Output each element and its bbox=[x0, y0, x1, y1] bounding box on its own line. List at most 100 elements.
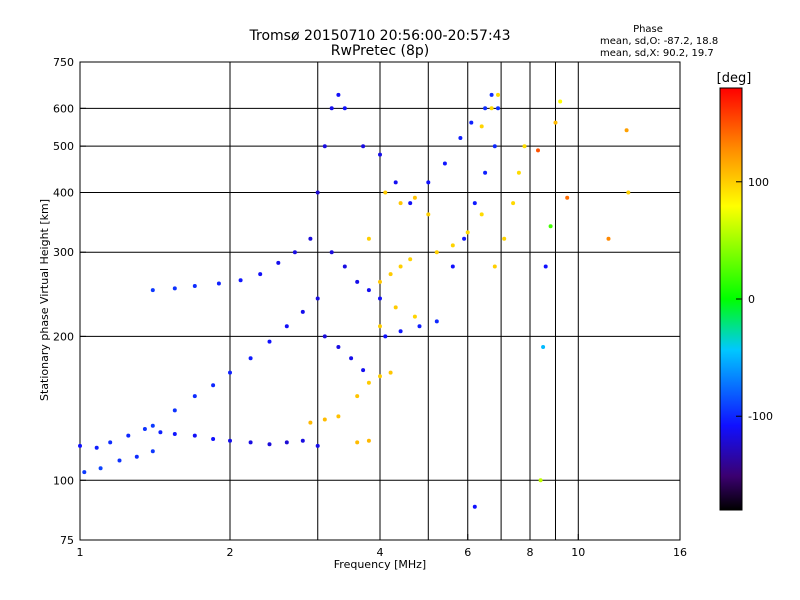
data-point bbox=[300, 438, 305, 443]
data-point bbox=[78, 443, 82, 448]
data-point bbox=[366, 380, 371, 385]
data-point bbox=[150, 288, 155, 293]
y-tick-label: 400 bbox=[53, 186, 74, 199]
data-point bbox=[192, 433, 197, 438]
data-point bbox=[378, 374, 382, 379]
data-point bbox=[238, 278, 243, 283]
data-point bbox=[472, 201, 477, 206]
data-point bbox=[479, 212, 484, 217]
data-point bbox=[292, 250, 297, 255]
data-point bbox=[408, 257, 413, 262]
data-point bbox=[248, 440, 253, 445]
y-tick-label: 600 bbox=[53, 102, 74, 115]
data-point bbox=[426, 180, 431, 185]
data-point bbox=[258, 272, 263, 277]
y-tick-label: 300 bbox=[53, 246, 74, 259]
data-point bbox=[117, 458, 122, 463]
data-point bbox=[322, 417, 327, 422]
data-point bbox=[329, 250, 334, 255]
y-tick-label: 75 bbox=[60, 534, 74, 547]
data-point bbox=[211, 383, 216, 388]
data-point bbox=[150, 449, 155, 454]
data-point bbox=[336, 345, 341, 349]
data-point bbox=[336, 414, 341, 419]
data-point bbox=[315, 296, 320, 301]
data-point bbox=[398, 329, 403, 334]
y-tick-label: 100 bbox=[53, 474, 74, 487]
data-point bbox=[408, 201, 413, 206]
data-point bbox=[315, 190, 320, 195]
data-point bbox=[516, 170, 521, 175]
y-tick-label: 500 bbox=[53, 140, 74, 153]
x-tick-label: 6 bbox=[464, 546, 471, 559]
data-point bbox=[228, 370, 232, 375]
data-point bbox=[472, 504, 477, 509]
data-point bbox=[489, 106, 494, 111]
data-point bbox=[284, 440, 289, 445]
data-point bbox=[329, 106, 334, 111]
phase-info-title: Phase bbox=[633, 24, 663, 35]
data-point bbox=[322, 334, 327, 339]
data-point bbox=[82, 470, 87, 475]
data-point bbox=[483, 106, 488, 111]
x-tick-label: 4 bbox=[377, 546, 384, 559]
data-point bbox=[308, 236, 313, 241]
data-point bbox=[342, 264, 347, 269]
data-point bbox=[336, 92, 341, 97]
x-tick-label: 2 bbox=[227, 546, 234, 559]
scatter-points bbox=[78, 92, 631, 509]
data-point bbox=[548, 224, 553, 229]
data-point bbox=[378, 152, 382, 157]
chart-subtitle: RwPretec (8p) bbox=[331, 43, 429, 59]
data-point bbox=[366, 236, 371, 241]
phase-info-o: mean, sd,O: -87.2, 18.8 bbox=[600, 36, 718, 47]
data-point bbox=[284, 324, 289, 329]
data-point bbox=[248, 356, 253, 361]
data-point bbox=[483, 170, 488, 175]
x-tick-label: 10 bbox=[571, 546, 585, 559]
data-point bbox=[355, 394, 360, 399]
data-point bbox=[626, 190, 631, 195]
data-point bbox=[342, 106, 347, 111]
data-point bbox=[541, 345, 546, 349]
data-point bbox=[606, 236, 611, 241]
data-point bbox=[142, 427, 147, 431]
data-point bbox=[465, 230, 470, 235]
x-tick-label: 8 bbox=[527, 546, 534, 559]
data-point bbox=[322, 144, 327, 149]
data-point bbox=[479, 124, 484, 129]
data-point bbox=[216, 281, 221, 286]
data-point bbox=[492, 144, 497, 149]
data-point bbox=[172, 432, 177, 436]
data-point bbox=[398, 264, 403, 269]
data-point bbox=[349, 356, 354, 361]
data-point bbox=[388, 272, 393, 277]
data-point bbox=[158, 430, 163, 435]
data-point bbox=[308, 420, 313, 425]
data-point bbox=[565, 195, 570, 200]
data-point bbox=[211, 437, 216, 441]
data-point bbox=[94, 445, 99, 450]
data-point bbox=[434, 319, 439, 324]
data-point bbox=[300, 309, 305, 314]
data-point bbox=[315, 443, 320, 448]
data-point bbox=[558, 99, 563, 104]
data-point bbox=[398, 201, 403, 206]
data-point bbox=[98, 466, 103, 471]
data-point bbox=[267, 442, 272, 447]
data-point bbox=[134, 454, 139, 459]
data-point bbox=[442, 161, 447, 166]
y-tick-label: 200 bbox=[53, 330, 74, 343]
colorbar-label: [deg] bbox=[717, 71, 752, 86]
colorbar-ticks: 100 0 -100 bbox=[736, 176, 773, 423]
data-point bbox=[543, 264, 548, 269]
data-point bbox=[522, 144, 527, 149]
data-point bbox=[434, 250, 439, 255]
data-point bbox=[172, 408, 177, 413]
data-point bbox=[366, 438, 371, 443]
data-point bbox=[450, 264, 455, 269]
data-point bbox=[361, 368, 366, 373]
colorbar-tick-label: 0 bbox=[748, 293, 755, 306]
data-point bbox=[624, 128, 629, 133]
